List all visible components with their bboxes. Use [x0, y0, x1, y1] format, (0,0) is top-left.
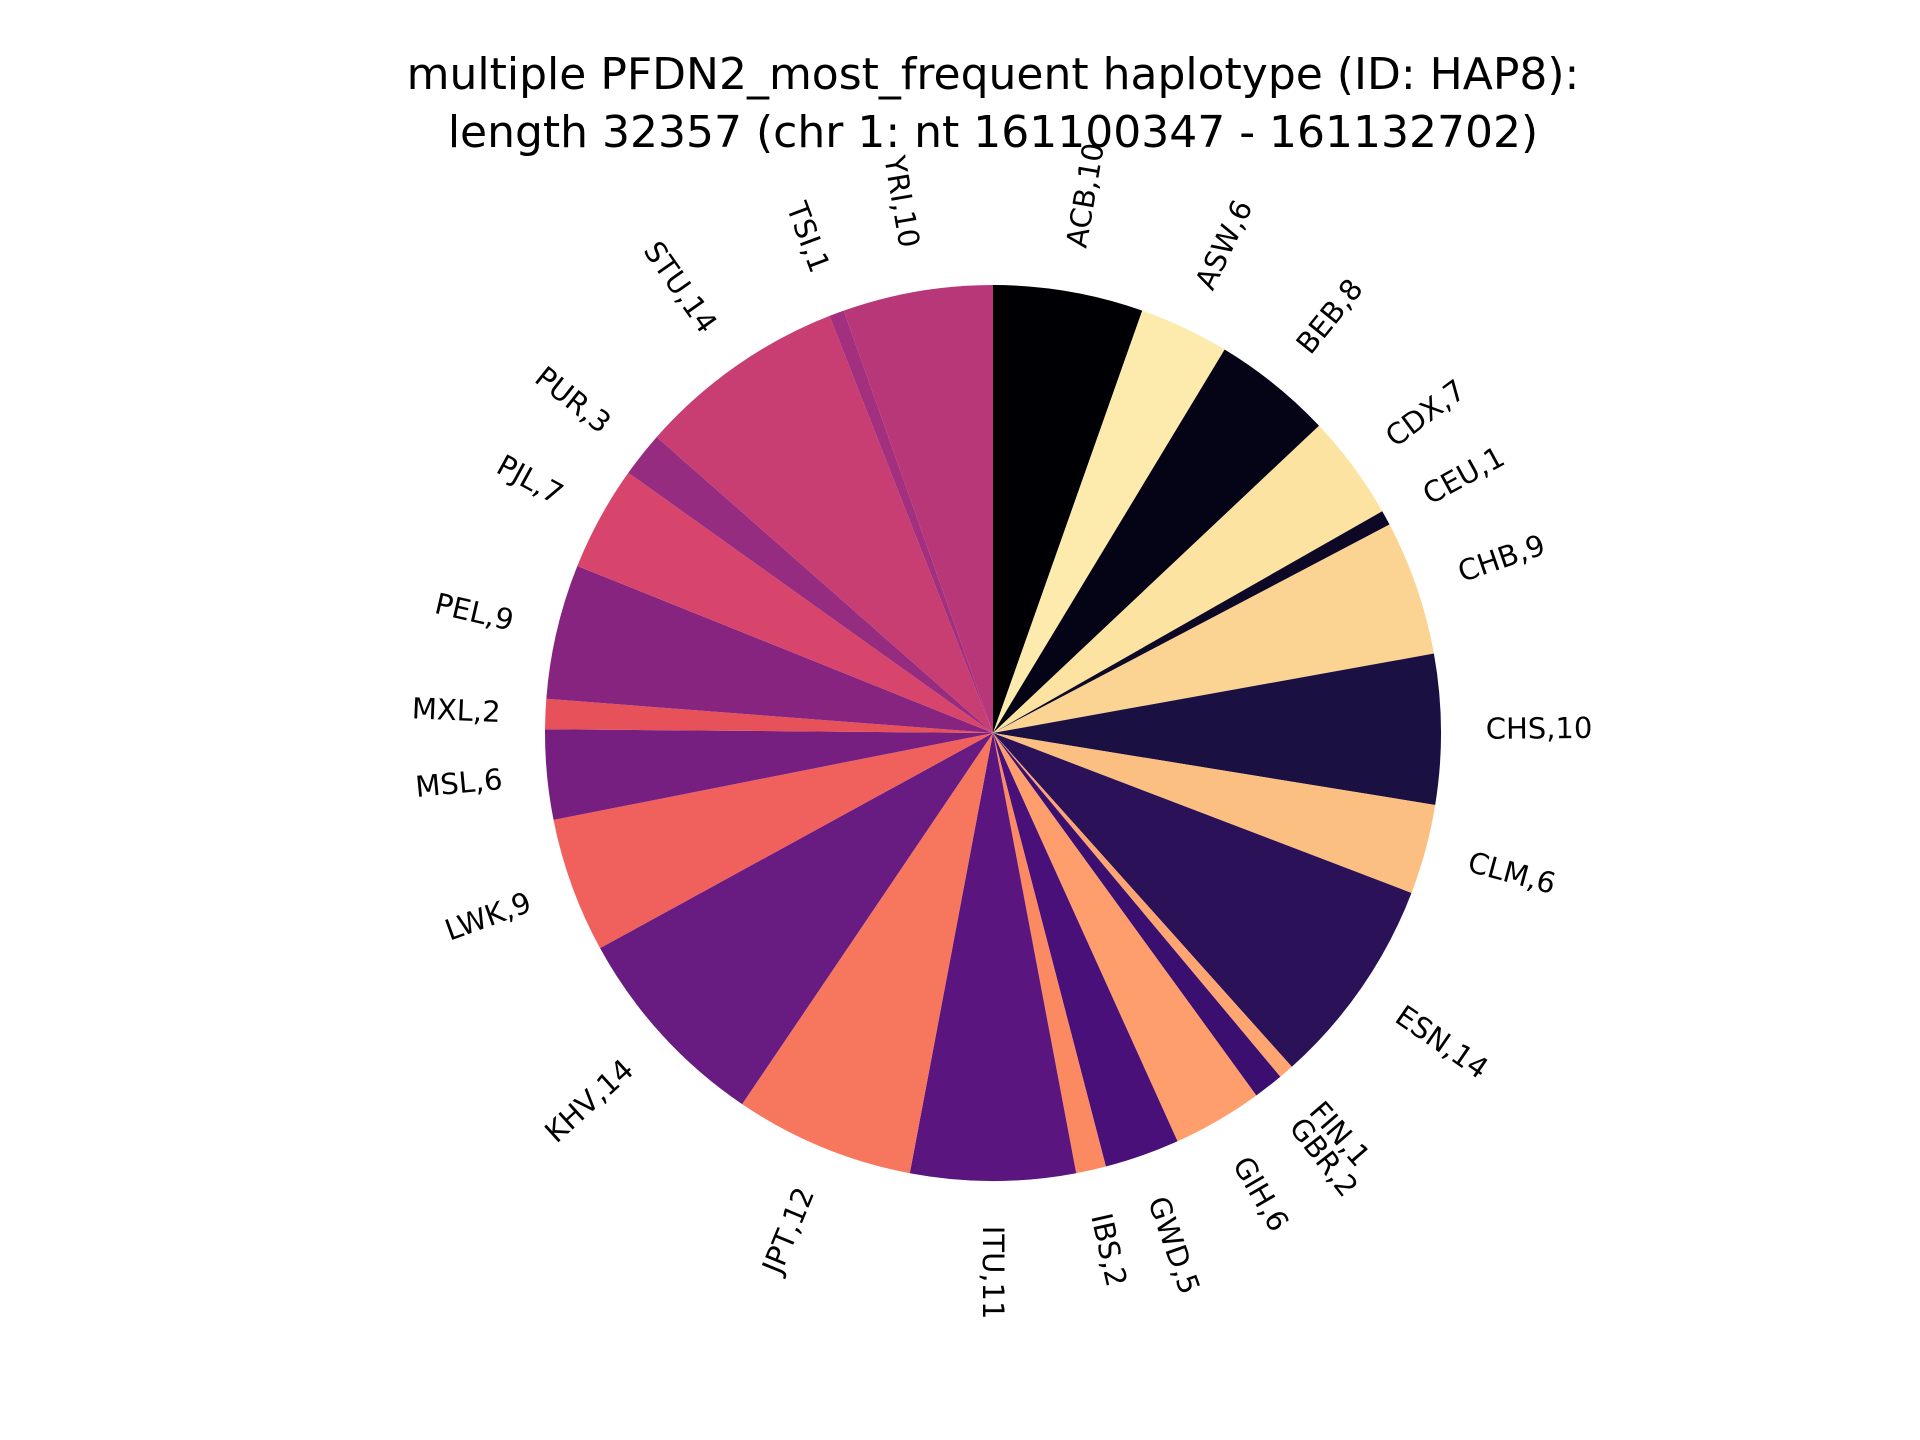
pie-slice-khv [600, 733, 993, 1105]
slice-label-chs: CHS,10 [1486, 711, 1593, 746]
slice-label-chb: CHB,9 [1454, 528, 1550, 589]
pie-slices [545, 285, 1441, 1182]
pie-slice-ibs [993, 733, 1106, 1174]
pie-slice-cdx [993, 425, 1383, 733]
pie-slice-chb [993, 524, 1434, 733]
pie-slice-jpt [742, 733, 993, 1174]
slice-label-gih: GIH,6 [1226, 1151, 1296, 1238]
slice-label-pjl: PJL,7 [491, 448, 569, 511]
pie-slice-itu [909, 733, 1077, 1182]
pie-slice-gbr [993, 733, 1281, 1096]
pie-slice-esn [993, 733, 1412, 1067]
slice-label-mxl: MXL,2 [411, 691, 501, 729]
pie-slice-acb [993, 285, 1143, 733]
pie-slice-gwd [993, 733, 1178, 1167]
slice-label-cdx: CDX,7 [1379, 373, 1472, 454]
pie-slice-lwk [553, 733, 993, 949]
pie-slice-fin [993, 733, 1292, 1077]
slice-label-gwd: GWD,5 [1141, 1192, 1207, 1299]
slice-label-msl: MSL,6 [414, 762, 504, 804]
slice-label-yri: YRI,10 [877, 152, 926, 250]
pie-slice-msl [545, 729, 993, 820]
slice-label-ceu: CEU,1 [1417, 439, 1510, 511]
pie-slice-pjl [577, 472, 993, 733]
chart-title-line-2: length 32357 (chr 1: nt 161100347 - 1611… [448, 107, 1538, 158]
pie-slice-tsi [829, 310, 993, 733]
pie-slice-chs [993, 653, 1441, 805]
chart-title-line-1: multiple PFDN2_most_frequent haplotype (… [407, 49, 1580, 100]
slice-label-pel: PEL,9 [432, 586, 517, 637]
pie-slice-ceu [993, 511, 1390, 733]
slice-label-jpt: JPT,12 [755, 1182, 821, 1280]
slice-label-clm: CLM,6 [1464, 845, 1559, 901]
pie-slice-clm [993, 733, 1436, 893]
pie-slice-gih [993, 733, 1257, 1142]
pie-slice-pel [546, 565, 993, 733]
slice-label-tsi: TSI,1 [779, 197, 836, 278]
pie-slice-pur [628, 437, 993, 733]
pie-slice-mxl [545, 698, 993, 733]
slice-label-stu: STU,14 [637, 235, 724, 339]
slice-label-ibs: IBS,2 [1084, 1210, 1133, 1290]
slice-label-pur: PUR,3 [529, 360, 618, 440]
slice-label-lwk: LWK,9 [440, 885, 535, 947]
pie-slice-asw [993, 310, 1225, 733]
slice-label-itu: ITU,11 [976, 1226, 1010, 1320]
slice-label-esn: ESN,14 [1389, 998, 1494, 1085]
slice-label-asw: ASW,6 [1188, 195, 1259, 295]
pie-slice-beb [993, 349, 1320, 733]
pie-slice-yri [843, 285, 993, 733]
slice-label-khv: KHV,14 [538, 1052, 640, 1149]
slice-label-beb: BEB,8 [1289, 272, 1369, 360]
pie-slice-stu [656, 315, 993, 733]
